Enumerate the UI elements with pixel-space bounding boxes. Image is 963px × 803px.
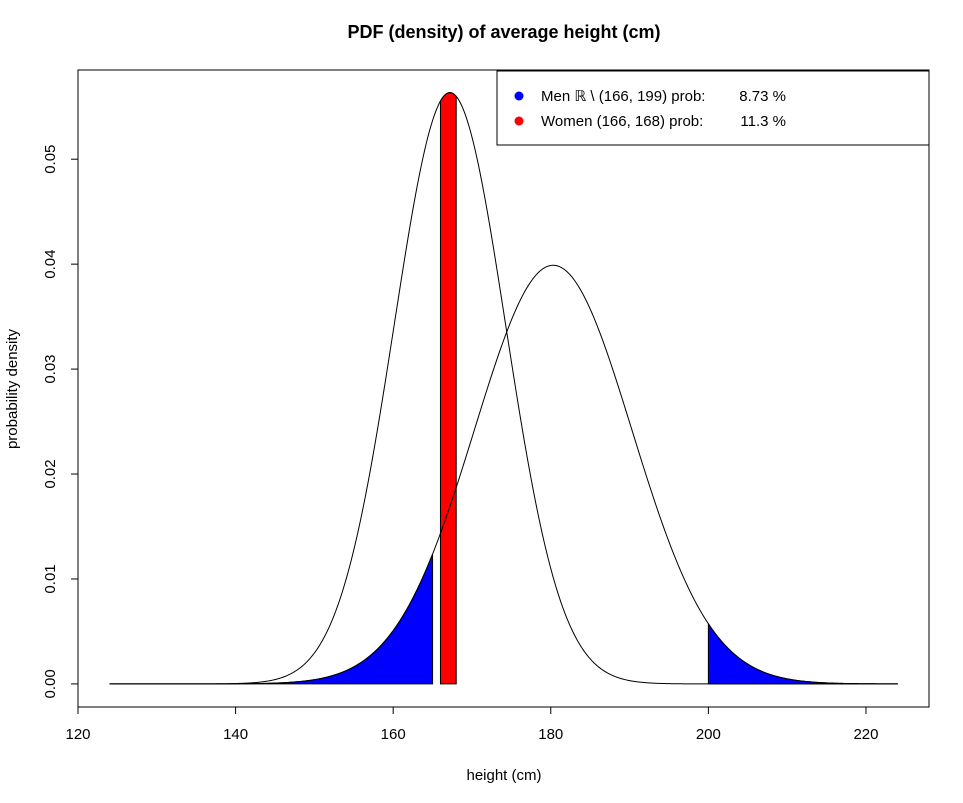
x-tick-label: 220 (853, 726, 878, 743)
shaded-region-3 (439, 92, 457, 685)
x-axis: 120 140 160 180 200 220 (65, 706, 878, 743)
legend-label: Men ℝ \ (166, 199) prob: (541, 88, 705, 105)
y-tick-label: 0.05 (42, 145, 59, 174)
x-tick-label: 200 (696, 726, 721, 743)
shaded-region-1 (109, 553, 434, 685)
legend-box (496, 70, 930, 146)
y-tick-label: 0.04 (42, 250, 59, 279)
density-curves (109, 92, 898, 685)
y-tick-label: 0.02 (42, 459, 59, 488)
plot-frame (77, 69, 930, 708)
legend-marker (514, 91, 524, 101)
x-tick-label: 180 (538, 726, 563, 743)
legend-marker (514, 116, 524, 126)
legend: Men ℝ \ (166, 199) prob: 8.73 % Women (166… (496, 70, 930, 146)
x-tick-label: 160 (381, 726, 406, 743)
chart-title: PDF (density) of average height (cm) (347, 22, 660, 42)
shaded-regions (109, 92, 898, 685)
density-curve-1 (109, 264, 898, 685)
y-axis-label: probability density (4, 328, 21, 449)
x-tick-label: 140 (223, 726, 248, 743)
y-axis: 0.00 0.01 0.02 0.03 0.04 0.05 (42, 145, 79, 699)
legend-value: 8.73 % (739, 88, 786, 105)
x-axis-label: height (cm) (466, 767, 541, 784)
shaded-region-2 (707, 622, 898, 685)
y-tick-label: 0.01 (42, 564, 59, 593)
legend-value: 11.3 % (740, 113, 786, 130)
legend-label: Women (166, 168) prob: (541, 113, 703, 130)
x-tick-label: 120 (65, 726, 90, 743)
y-tick-label: 0.00 (42, 669, 59, 698)
y-tick-label: 0.03 (42, 354, 59, 383)
density-curve-2 (109, 92, 898, 685)
